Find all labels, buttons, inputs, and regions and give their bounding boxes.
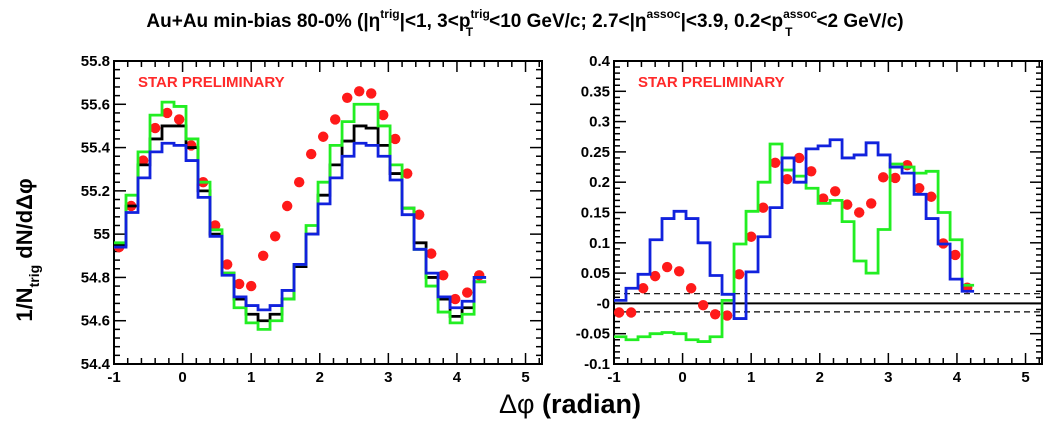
right-y-tick-label: -0 [597, 295, 610, 312]
left-x-tick-label: 4 [453, 369, 462, 386]
right-y-tick-label: 0.05 [581, 265, 610, 282]
left-x-tick-label: -1 [107, 369, 120, 386]
left-y-tick-label: 55 [93, 226, 110, 243]
right-y-tick-label: 0.2 [589, 174, 610, 191]
left-y-tick-label: 55.2 [81, 183, 110, 200]
left-plot-panel: -1 0 1 2 3 4 5 54.4 54.6 54.8 55 55.2 55.4 55.6 55.8 ST… [81, 53, 543, 386]
svg-text:Δφ (radian): Δφ (radian) [499, 389, 641, 419]
left-x-ticks [113, 61, 541, 364]
left-y-tick-label: 55.4 [81, 140, 111, 157]
left-series-data-points [113, 86, 485, 305]
y-label-sub: trig [26, 265, 42, 288]
left-x-tick-label: 3 [384, 369, 392, 386]
svg-text:1/Ntrig dN/dΔφ: 1/Ntrig dN/dΔφ [12, 178, 42, 321]
title-sub-t-2: T [785, 25, 793, 39]
right-y-ticks [614, 60, 1042, 365]
left-x-tick-label: 1 [247, 369, 255, 386]
left-plot-frame [113, 60, 543, 365]
right-x-tick-label: 5 [1021, 369, 1029, 386]
x-axis-label: Δφ (radian) [499, 389, 641, 419]
right-y-tick-label: 0.1 [589, 235, 610, 252]
svg-text:Au+Au min-bias 80-0% (|ηtrig|<: Au+Au min-bias 80-0% (|ηtrig|<1, 3<ptrig… [146, 7, 903, 39]
left-y-tick-label: 55.6 [81, 96, 110, 113]
right-x-tick-label: 1 [747, 369, 755, 386]
right-x-tick-label: 2 [816, 369, 824, 386]
right-x-tick-label: -1 [607, 369, 620, 386]
left-y-tick-label: 54.6 [81, 313, 110, 330]
left-x-tick-label: 0 [178, 369, 186, 386]
title-suffix: <2 GeV/c) [816, 11, 903, 32]
left-y-tick-label: 55.8 [81, 53, 110, 70]
title-sup-assoc-2: assoc [783, 7, 817, 21]
left-series-black-step [114, 124, 487, 323]
right-x-tick-label: 4 [953, 369, 962, 386]
title-sub-t: T [466, 25, 474, 39]
x-label-symbol: Δφ [499, 389, 535, 419]
left-series-green-step [114, 100, 487, 331]
left-x-tick-label: 5 [521, 369, 529, 386]
right-y-tick-label: -0.05 [576, 326, 610, 343]
title-part3: <10 GeV/c; 2.7<|η [489, 11, 646, 32]
title-part2: |<1, 3<p [400, 11, 471, 32]
y-axis-label: 1/Ntrig dN/dΔφ [12, 178, 42, 321]
right-y-tick-label: 0.35 [581, 83, 610, 100]
title-prefix: Au+Au min-bias 80-0% (|η [146, 11, 380, 32]
left-x-tick-label: 2 [316, 369, 324, 386]
right-y-tick-label: 0.4 [589, 53, 611, 70]
left-y-tick-label: 54.8 [81, 269, 110, 286]
left-series-blue-step [114, 141, 487, 312]
y-label-lead: 1/N [12, 287, 37, 321]
right-star-preliminary-label: STAR PRELIMINARY [638, 74, 785, 91]
right-series-blue-step [614, 138, 975, 320]
left-y-ticks [114, 60, 542, 365]
right-y-tick-label: 0.3 [589, 114, 610, 131]
right-y-tick-label: 0.25 [581, 144, 610, 161]
y-label-rest: dN/dΔφ [12, 178, 37, 265]
left-y-tick-label: 54.4 [81, 356, 111, 373]
chart-title: Au+Au min-bias 80-0% (|ηtrig|<1, 3<ptrig… [146, 7, 903, 39]
right-x-tick-label: 0 [678, 369, 686, 386]
title-sup-assoc: assoc [647, 7, 681, 21]
title-part4: |<3.9, 0.2<p [681, 11, 784, 32]
x-label-rest: (radian) [535, 389, 642, 419]
right-plot-panel: -1 0 1 2 3 4 5 -0.1 -0.05 -0 0.05 0.1 0.15 0.2 0.25 0.3… [576, 53, 1043, 386]
right-y-tick-label: 0.15 [581, 205, 610, 222]
left-star-preliminary-label: STAR PRELIMINARY [138, 74, 285, 91]
title-sup-trig: trig [380, 7, 399, 21]
right-x-tick-label: 3 [884, 369, 892, 386]
right-x-ticks [613, 61, 1041, 364]
right-y-tick-label: -0.1 [584, 356, 610, 373]
title-sup-trig-2: trig [470, 7, 489, 21]
